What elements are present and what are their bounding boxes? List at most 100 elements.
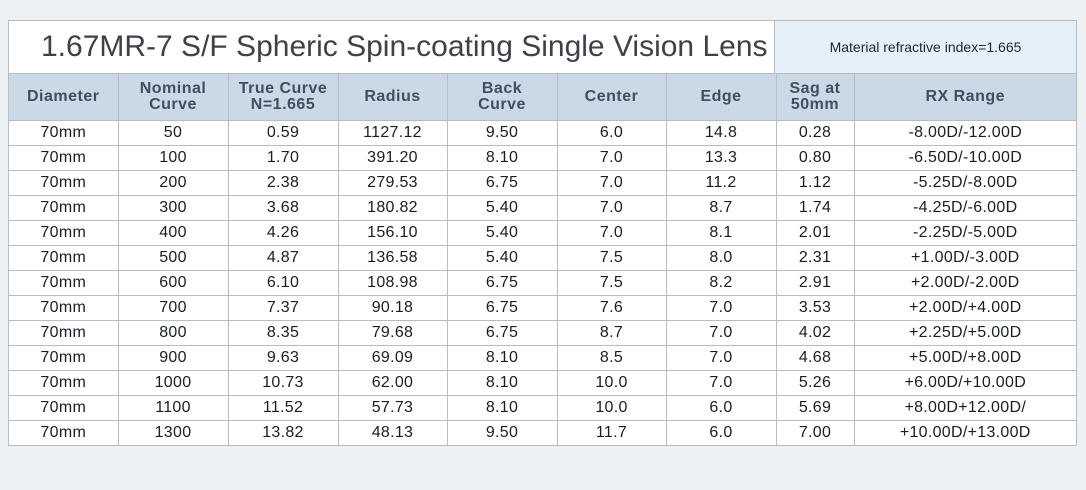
cell-diameter: 70mm [9, 295, 119, 321]
cell-rx-range: +2.00D/-2.00D [853, 270, 1076, 296]
cell-center: 8.7 [556, 320, 667, 346]
column-header-sag-at-50mm: Sag at 50mm [775, 74, 855, 121]
cell-back-curve: 8.10 [446, 395, 558, 421]
cell-edge: 6.0 [665, 395, 777, 421]
table-row: 70mm 300 3.68 180.82 5.40 7.0 8.7 1.74 -4.25D/-6… [9, 195, 1076, 221]
cell-rx-range: +2.25D/+5.00D [853, 320, 1076, 346]
cell-nominal-curve: 900 [117, 345, 229, 371]
column-header-label: True Curve [238, 80, 328, 97]
cell-center: 6.0 [556, 120, 667, 146]
cell-radius: 62.00 [337, 370, 448, 396]
cell-center: 11.7 [556, 420, 667, 445]
lens-spec-sheet: 1.67MR-7 S/F Spheric Spin-coating Single… [8, 20, 1077, 446]
cell-nominal-curve: 1300 [117, 420, 229, 445]
cell-edge: 11.2 [665, 170, 777, 196]
cell-rx-range: -5.25D/-8.00D [853, 170, 1076, 196]
page-title: 1.67MR-7 S/F Spheric Spin-coating Single… [9, 21, 775, 73]
cell-back-curve: 8.10 [446, 145, 558, 171]
cell-nominal-curve: 400 [117, 220, 229, 246]
cell-center: 7.0 [556, 195, 667, 221]
cell-sag-at-50mm: 5.26 [775, 370, 855, 396]
cell-diameter: 70mm [9, 370, 119, 396]
table-row: 70mm 1300 13.82 48.13 9.50 11.7 6.0 7.00 +10.00D… [9, 420, 1076, 445]
cell-diameter: 70mm [9, 170, 119, 196]
cell-nominal-curve: 800 [117, 320, 229, 346]
cell-nominal-curve: 500 [117, 245, 229, 271]
column-header-label: Curve [149, 96, 197, 113]
cell-true-curve: 9.63 [227, 345, 339, 371]
cell-back-curve: 5.40 [446, 220, 558, 246]
table-row: 70mm 1000 10.73 62.00 8.10 10.0 7.0 5.26 +6.00D/… [9, 370, 1076, 396]
cell-true-curve: 13.82 [227, 420, 339, 445]
cell-diameter: 70mm [9, 195, 119, 221]
cell-center: 7.0 [556, 220, 667, 246]
cell-radius: 180.82 [337, 195, 448, 221]
column-header-label: Back [481, 80, 523, 97]
cell-diameter: 70mm [9, 220, 119, 246]
column-header-back-curve: Back Curve [446, 74, 558, 121]
table-row: 70mm 800 8.35 79.68 6.75 8.7 7.0 4.02 +2.25D/+5.… [9, 320, 1076, 346]
cell-radius: 391.20 [337, 145, 448, 171]
cell-diameter: 70mm [9, 345, 119, 371]
cell-true-curve: 4.26 [227, 220, 339, 246]
cell-radius: 156.10 [337, 220, 448, 246]
table-row: 70mm 100 1.70 391.20 8.10 7.0 13.3 0.80 -6.50D/-… [9, 145, 1076, 171]
cell-edge: 7.0 [665, 370, 777, 396]
cell-nominal-curve: 200 [117, 170, 229, 196]
cell-rx-range: -6.50D/-10.00D [853, 145, 1076, 171]
cell-sag-at-50mm: 2.31 [775, 245, 855, 271]
cell-true-curve: 4.87 [227, 245, 339, 271]
cell-true-curve: 8.35 [227, 320, 339, 346]
cell-edge: 8.1 [665, 220, 777, 246]
cell-true-curve: 0.59 [227, 120, 339, 146]
column-header-label: Diameter [27, 88, 100, 105]
cell-true-curve: 10.73 [227, 370, 339, 396]
cell-rx-range: +6.00D/+10.00D [853, 370, 1076, 396]
column-header-diameter: Diameter [9, 74, 119, 121]
cell-edge: 8.2 [665, 270, 777, 296]
table-row: 70mm 1100 11.52 57.73 8.10 10.0 6.0 5.69 +8.00D+… [9, 395, 1076, 421]
cell-edge: 7.0 [665, 295, 777, 321]
cell-center: 7.0 [556, 170, 667, 196]
table-body: 70mm 50 0.59 1127.12 9.50 6.0 14.8 0.28 -8.00D/-… [9, 120, 1076, 445]
cell-true-curve: 6.10 [227, 270, 339, 296]
cell-sag-at-50mm: 1.12 [775, 170, 855, 196]
cell-diameter: 70mm [9, 120, 119, 146]
cell-diameter: 70mm [9, 245, 119, 271]
column-header-label: Radius [364, 88, 421, 105]
table-row: 70mm 500 4.87 136.58 5.40 7.5 8.0 2.31 +1.00D/-3… [9, 245, 1076, 271]
cell-center: 8.5 [556, 345, 667, 371]
cell-radius: 1127.12 [337, 120, 448, 146]
cell-back-curve: 8.10 [446, 370, 558, 396]
title-row: 1.67MR-7 S/F Spheric Spin-coating Single… [9, 21, 1076, 74]
cell-back-curve: 9.50 [446, 120, 558, 146]
cell-sag-at-50mm: 2.01 [775, 220, 855, 246]
cell-diameter: 70mm [9, 320, 119, 346]
cell-true-curve: 7.37 [227, 295, 339, 321]
table-header-row: Diameter Nominal Curve True Curve N=1.665 Rad… [9, 74, 1076, 121]
cell-rx-range: +5.00D/+8.00D [853, 345, 1076, 371]
cell-rx-range: -8.00D/-12.00D [853, 120, 1076, 146]
column-header-label: RX Range [925, 88, 1006, 105]
cell-radius: 108.98 [337, 270, 448, 296]
cell-nominal-curve: 600 [117, 270, 229, 296]
material-refractive-index: Material refractive index=1.665 [775, 21, 1076, 73]
column-header-label: 50mm [790, 96, 840, 113]
cell-rx-range: -4.25D/-6.00D [853, 195, 1076, 221]
cell-radius: 79.68 [337, 320, 448, 346]
column-header-label: Curve [478, 96, 526, 113]
cell-back-curve: 5.40 [446, 195, 558, 221]
cell-edge: 7.0 [665, 345, 777, 371]
cell-radius: 69.09 [337, 345, 448, 371]
cell-nominal-curve: 100 [117, 145, 229, 171]
cell-rx-range: +8.00D+12.00D/ [853, 395, 1076, 421]
cell-edge: 8.7 [665, 195, 777, 221]
cell-nominal-curve: 300 [117, 195, 229, 221]
cell-center: 7.6 [556, 295, 667, 321]
column-header-label: Center [584, 88, 639, 105]
cell-center: 10.0 [556, 370, 667, 396]
cell-diameter: 70mm [9, 270, 119, 296]
cell-diameter: 70mm [9, 395, 119, 421]
cell-sag-at-50mm: 7.00 [775, 420, 855, 445]
cell-rx-range: +1.00D/-3.00D [853, 245, 1076, 271]
